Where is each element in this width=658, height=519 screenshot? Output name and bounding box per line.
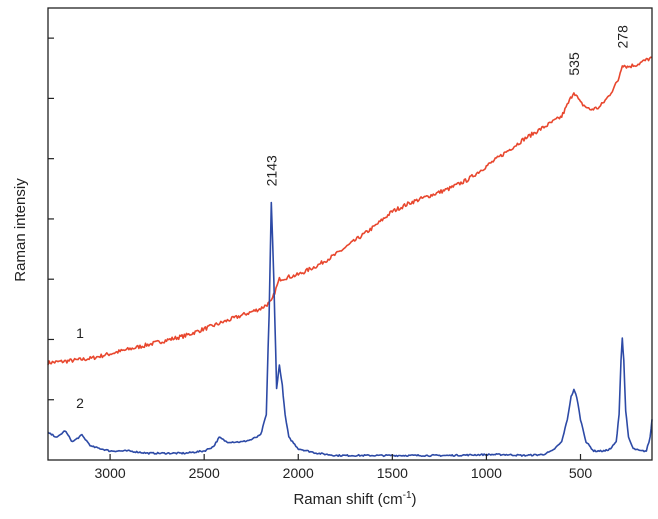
x-tick-label: 2000 xyxy=(283,465,314,481)
x-axis-title: Raman shift (cm-1) xyxy=(293,490,416,508)
axes-layer: 3000 2500 2000 1500 1000 500 xyxy=(47,7,653,481)
series-layer xyxy=(47,56,653,458)
series-1-label: 1 xyxy=(76,325,84,341)
x-axis-title-main: Raman shift (cm xyxy=(293,491,402,508)
x-tick-label: 3000 xyxy=(95,465,126,481)
series-1-line xyxy=(47,56,653,366)
series-2-line xyxy=(47,201,653,458)
peak-label-278: 278 xyxy=(614,25,630,49)
x-tick-label: 1000 xyxy=(471,465,502,481)
x-tick-label: 2500 xyxy=(189,465,220,481)
plot-frame xyxy=(47,7,653,461)
x-axis-title-superscript: -1 xyxy=(403,490,412,501)
peak-label-535: 535 xyxy=(566,52,582,76)
x-axis-title-close: ) xyxy=(412,491,417,508)
series-2-label: 2 xyxy=(76,395,84,411)
x-tick-label: 1500 xyxy=(377,465,408,481)
peak-label-2143: 2143 xyxy=(263,155,279,186)
annotation-layer: 1 2 2143 535 278 xyxy=(76,25,630,411)
x-tick-label: 500 xyxy=(569,465,593,481)
y-axis-title: Raman intensiy xyxy=(12,178,29,282)
